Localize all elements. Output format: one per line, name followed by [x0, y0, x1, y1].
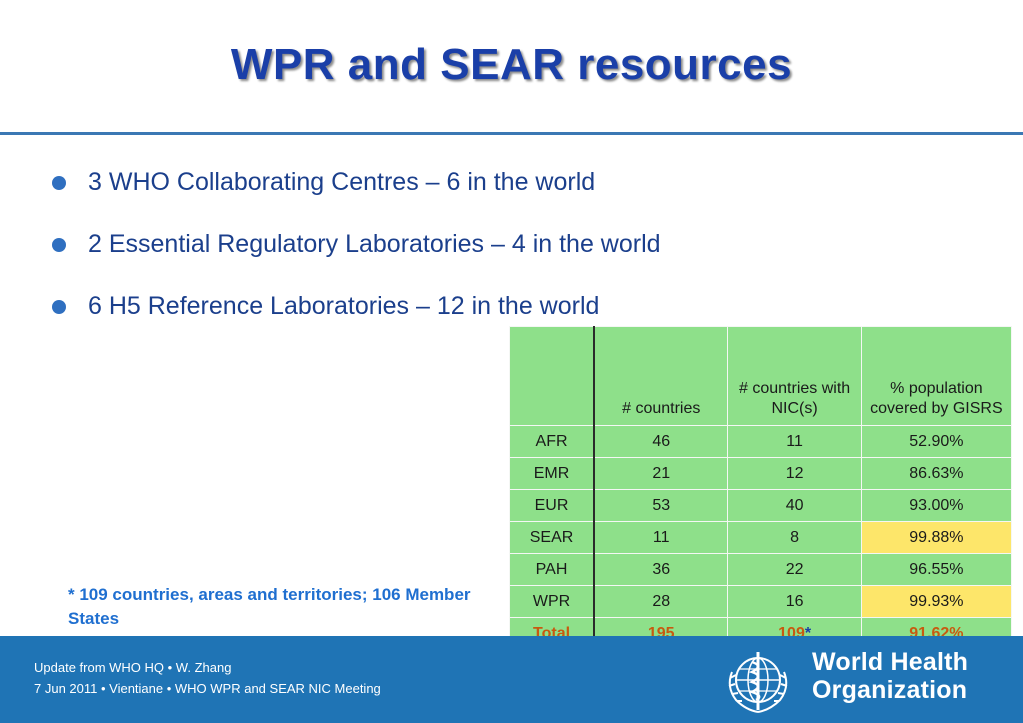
cell-region: PAH: [509, 553, 596, 586]
table-row: EMR 21 12 86.63%: [509, 457, 1013, 490]
cell-nic: 40: [727, 489, 862, 522]
cell-population: 52.90%: [860, 425, 1013, 458]
bullet-item: 6 H5 Reference Laboratories – 12 in the …: [50, 288, 661, 350]
bullet-dot-icon: [52, 238, 66, 252]
header-cell-population: % population covered by GISRS: [860, 326, 1013, 426]
title-divider: [0, 132, 1023, 135]
cell-countries: 46: [593, 425, 729, 458]
table-row: SEAR 11 8 99.88%: [509, 521, 1013, 554]
bullet-dot-icon: [52, 176, 66, 190]
header-cell-countries: # countries: [593, 326, 729, 426]
header-cell-nic: # countries with NIC(s): [727, 326, 862, 426]
org-name-line2: Organization: [812, 676, 968, 704]
who-emblem-icon: [728, 652, 788, 713]
cell-nic: 22: [727, 553, 862, 586]
footer-line-presenter: Update from WHO HQ • W. Zhang: [34, 660, 232, 675]
cell-countries: 21: [593, 457, 729, 490]
cell-nic: 8: [727, 521, 862, 554]
table-header-row: # countries # countries with NIC(s) % po…: [509, 326, 1013, 426]
cell-region: EUR: [509, 489, 596, 522]
footer-bar: Update from WHO HQ • W. Zhang 7 Jun 2011…: [0, 636, 1023, 723]
cell-nic: 16: [727, 585, 862, 618]
table-row: AFR 46 11 52.90%: [509, 425, 1013, 458]
footnote-marker: *: [804, 624, 812, 642]
header-cell-region: [509, 326, 596, 426]
cell-countries: 11: [593, 521, 729, 554]
cell-region: SEAR: [509, 521, 596, 554]
cell-countries: 28: [593, 585, 729, 618]
bullet-item: 3 WHO Collaborating Centres – 6 in the w…: [50, 164, 661, 226]
cell-region: EMR: [509, 457, 596, 490]
resources-table: # countries # countries with NIC(s) % po…: [509, 326, 1013, 650]
cell-population-highlighted: 99.93%: [860, 585, 1013, 618]
cell-countries: 36: [593, 553, 729, 586]
bullet-text: 2 Essential Regulatory Laboratories – 4 …: [88, 230, 661, 258]
cell-population: 86.63%: [860, 457, 1013, 490]
table-row: EUR 53 40 93.00%: [509, 489, 1013, 522]
slide-title: WPR and SEAR resources: [230, 40, 793, 89]
cell-region: WPR: [509, 585, 596, 618]
cell-population-highlighted: 99.88%: [860, 521, 1013, 554]
cell-countries: 53: [593, 489, 729, 522]
bullet-list: 3 WHO Collaborating Centres – 6 in the w…: [50, 164, 661, 350]
bullet-dot-icon: [52, 300, 66, 314]
bullet-item: 2 Essential Regulatory Laboratories – 4 …: [50, 226, 661, 288]
footer-line-meeting: 7 Jun 2011 • Vientiane • WHO WPR and SEA…: [34, 681, 381, 696]
bullet-text: 3 WHO Collaborating Centres – 6 in the w…: [88, 168, 596, 196]
cell-nic: 11: [727, 425, 862, 458]
table-row: WPR 28 16 99.93%: [509, 585, 1013, 618]
cell-population: 93.00%: [860, 489, 1013, 522]
cell-population: 96.55%: [860, 553, 1013, 586]
bullet-text: 6 H5 Reference Laboratories – 12 in the …: [88, 292, 600, 320]
footnote: * 109 countries, areas and territories; …: [68, 585, 471, 628]
cell-region: AFR: [509, 425, 596, 458]
table-row: PAH 36 22 96.55%: [509, 553, 1013, 586]
org-name-line1: World Health: [812, 648, 969, 676]
cell-nic: 12: [727, 457, 862, 490]
